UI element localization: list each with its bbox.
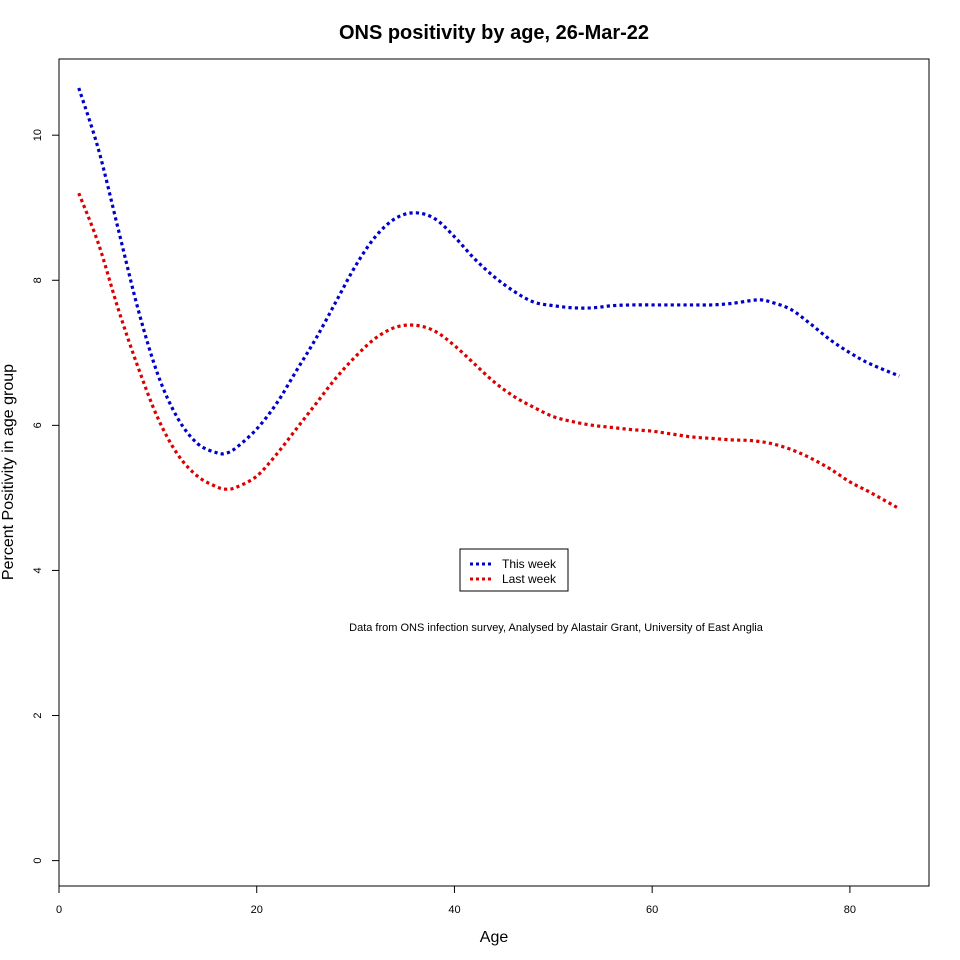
chart-title: ONS positivity by age, 26-Mar-22 [339,22,649,44]
plot-area [58,58,930,887]
series-layer [77,87,901,511]
legend-box [459,548,569,592]
y-tick-label: 4 [32,567,44,573]
source-annotation: Data from ONS infection survey, Analysed… [349,622,764,634]
legend: This week Last week [459,548,569,592]
legend-label-last-week: Last week [502,572,557,586]
x-axis-label: Age [480,929,509,946]
y-axis: 0 2 4 6 8 10 [32,129,59,864]
series-line-last-week [77,192,901,511]
legend-label-this-week: This week [502,557,557,571]
y-tick-label: 10 [32,129,44,141]
y-tick-label: 0 [32,858,44,864]
x-tick-label: 60 [646,904,658,916]
x-tick-label: 80 [844,904,856,916]
y-tick-label: 2 [32,712,44,718]
y-tick-label: 6 [32,422,44,428]
x-tick-label: 0 [56,904,62,916]
y-axis-label: Percent Positivity in age group [0,364,17,580]
y-tick-label: 8 [32,277,44,283]
x-axis: 0 20 40 60 80 [56,886,856,916]
x-tick-label: 20 [251,904,263,916]
series-line-this-week [77,87,900,456]
x-tick-label: 40 [448,904,460,916]
